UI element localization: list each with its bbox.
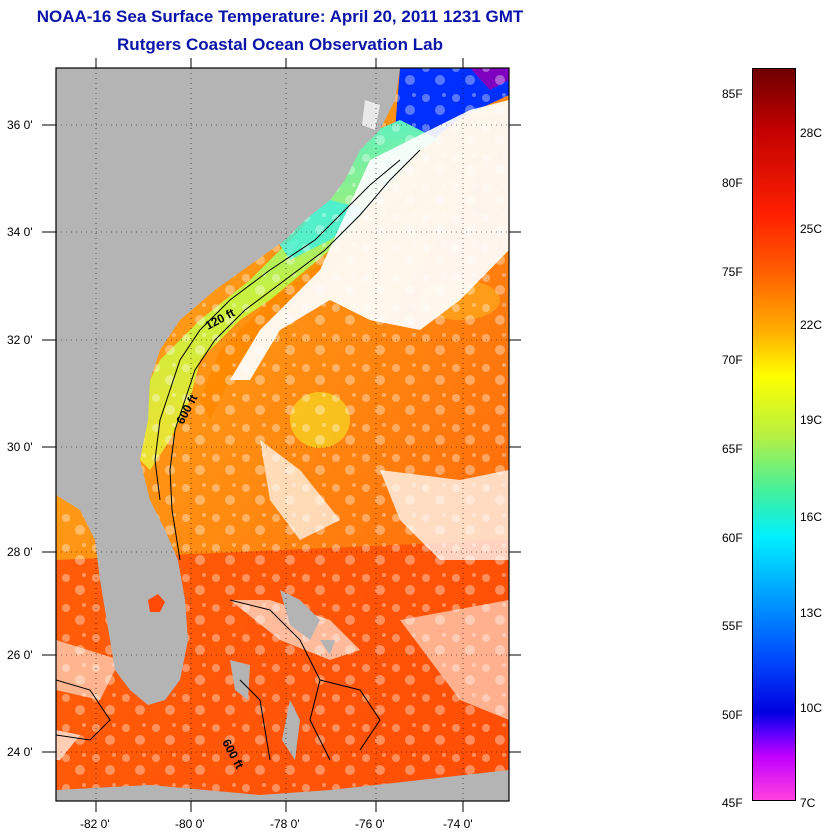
colorbar-f-label: 50F (722, 708, 743, 722)
lon-label: -76 0' (355, 817, 385, 831)
colorbar-c-label: 13C (800, 606, 823, 620)
contour-120ft (154, 159, 401, 501)
colorbar-f-label: 55F (722, 619, 743, 633)
colorbar-f-label: 45F (722, 796, 743, 810)
lat-label: 34 0' (7, 225, 33, 239)
colorbar-f-label: 60F (722, 531, 743, 545)
lon-label: -80 0' (175, 817, 205, 831)
lat-label: 30 0' (7, 440, 33, 454)
land-mainland (56, 68, 400, 705)
lat-label: 26 0' (7, 648, 33, 662)
lon-label: -78 0' (270, 817, 300, 831)
colorbar-f-label: 75F (722, 265, 743, 279)
graticule (56, 68, 509, 801)
lat-label: 24 0' (7, 745, 33, 759)
colorbar-c-label: 10C (800, 701, 823, 715)
cuba-coast (56, 770, 509, 801)
contour-600ft (169, 149, 421, 561)
colorbar-f-label: 80F (722, 176, 743, 190)
map-subtitle: Rutgers Coastal Ocean Observation Lab (117, 35, 443, 54)
colorbar-f-label: 85F (722, 87, 743, 101)
lat-label: 32 0' (7, 333, 33, 347)
lat-label: 28 0' (7, 545, 33, 559)
sst-colorbar (752, 68, 796, 801)
map-title: NOAA-16 Sea Surface Temperature: April 2… (36, 7, 524, 26)
colorbar-c-label: 25C (800, 222, 823, 236)
colorbar-c-label: 22C (800, 318, 823, 332)
colorbar-c-label: 16C (800, 510, 823, 524)
bahamas-islands (230, 590, 335, 760)
colorbar-c-label: 28C (800, 126, 823, 140)
lon-label: -82 0' (80, 817, 110, 831)
colorbar-c-label: 7C (800, 796, 816, 810)
map-frame (55, 67, 510, 802)
lon-label: -74 0' (443, 817, 473, 831)
colorbar-f-label: 70F (722, 353, 743, 367)
colorbar-f-label: 65F (722, 442, 743, 456)
lat-label: 36 0' (7, 118, 33, 132)
colorbar-c-label: 19C (800, 413, 823, 427)
